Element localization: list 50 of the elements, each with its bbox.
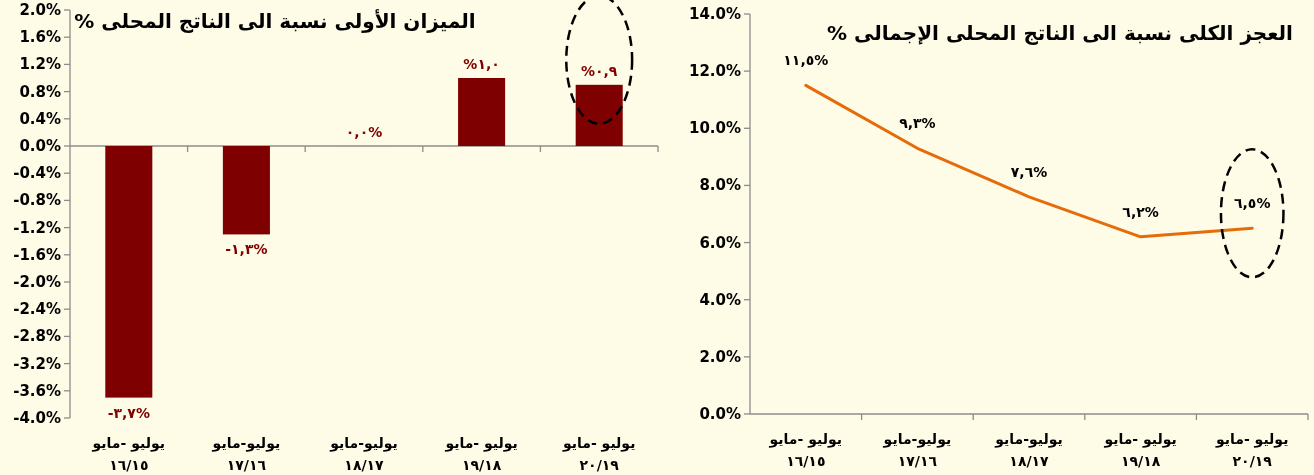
y-tick-label: 8.0% xyxy=(699,176,741,195)
bar xyxy=(105,146,153,398)
y-tick-label: 6.0% xyxy=(699,233,741,252)
y-tick-label: 14.0% xyxy=(688,5,741,23)
bar xyxy=(222,146,270,235)
x-tick-label: يوليو -مايو ١٩/١٨ xyxy=(1103,431,1177,469)
x-tick-label: يوليو-مايو ١٨/١٧ xyxy=(329,435,398,473)
y-tick-label: -0.8% xyxy=(13,191,61,210)
x-tick-label: يوليو -مايو ٢٠/١٩ xyxy=(561,435,636,473)
y-tick-label: -1.2% xyxy=(13,218,61,237)
y-tick-label: -3.6% xyxy=(13,381,61,400)
y-tick-label: -4.0% xyxy=(13,409,61,427)
y-tick-label: -0.4% xyxy=(13,164,61,183)
y-tick-label: 2.0% xyxy=(19,1,61,19)
x-tick-label: يوليو -مايو ١٦/١٥ xyxy=(768,431,843,469)
y-tick-label: 1.6% xyxy=(19,28,61,47)
y-tick-label: -2.8% xyxy=(13,327,61,346)
data-label: ٠,٠% xyxy=(345,124,383,140)
data-label: %٠,٩ xyxy=(580,62,618,79)
chart-title: العجز الكلى نسبة الى الناتج المحلى الإجمالى % xyxy=(827,21,1293,45)
y-tick-label: 1.2% xyxy=(19,55,61,74)
y-tick-label: 2.0% xyxy=(699,347,741,366)
data-label: -١,٣% xyxy=(225,241,268,258)
x-tick-label: يوليو -مايو ١٩/١٨ xyxy=(444,435,518,473)
y-tick-label: -2.4% xyxy=(13,300,61,319)
y-tick-label: -3.2% xyxy=(13,354,61,373)
y-tick-label: 0.4% xyxy=(19,109,61,128)
x-tick-label: يوليو-مايو ١٧/١٦ xyxy=(882,431,952,469)
x-tick-label: يوليو -مايو ١٦/١٥ xyxy=(91,435,166,473)
y-tick-label: 0.8% xyxy=(19,82,61,101)
data-label: ٦,٥% xyxy=(1233,195,1271,212)
y-tick-label: 10.0% xyxy=(688,119,741,138)
y-tick-label: -2.0% xyxy=(13,273,61,291)
x-tick-label: يوليو -مايو ٢٠/١٩ xyxy=(1214,431,1289,469)
x-tick-label: يوليو-مايو ١٧/١٦ xyxy=(211,435,281,473)
data-label: -٣,٧% xyxy=(107,404,150,421)
y-tick-label: 0.0% xyxy=(699,405,741,423)
data-label: ٦,٢% xyxy=(1122,203,1159,220)
x-tick-label: يوليو-مايو ١٨/١٧ xyxy=(994,431,1063,469)
y-tick-label: 0.0% xyxy=(19,137,61,155)
y-tick-label: -1.6% xyxy=(13,245,61,264)
data-label: ٩,٣% xyxy=(899,115,936,132)
data-label: ١١,٥% xyxy=(783,52,829,69)
bar xyxy=(458,78,506,146)
y-tick-label: 4.0% xyxy=(699,290,741,309)
data-label: %١,٠ xyxy=(463,56,500,72)
bar xyxy=(575,84,623,146)
y-tick-label: 12.0% xyxy=(688,62,741,81)
data-label: ٧,٦% xyxy=(1010,163,1048,180)
chart-title: الميزان الأولى نسبة الى الناتج المحلى % xyxy=(74,8,476,33)
